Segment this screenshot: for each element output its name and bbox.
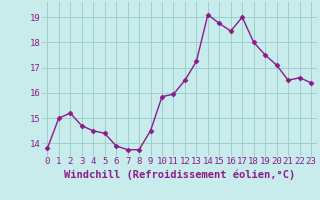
X-axis label: Windchill (Refroidissement éolien,°C): Windchill (Refroidissement éolien,°C): [64, 169, 295, 180]
